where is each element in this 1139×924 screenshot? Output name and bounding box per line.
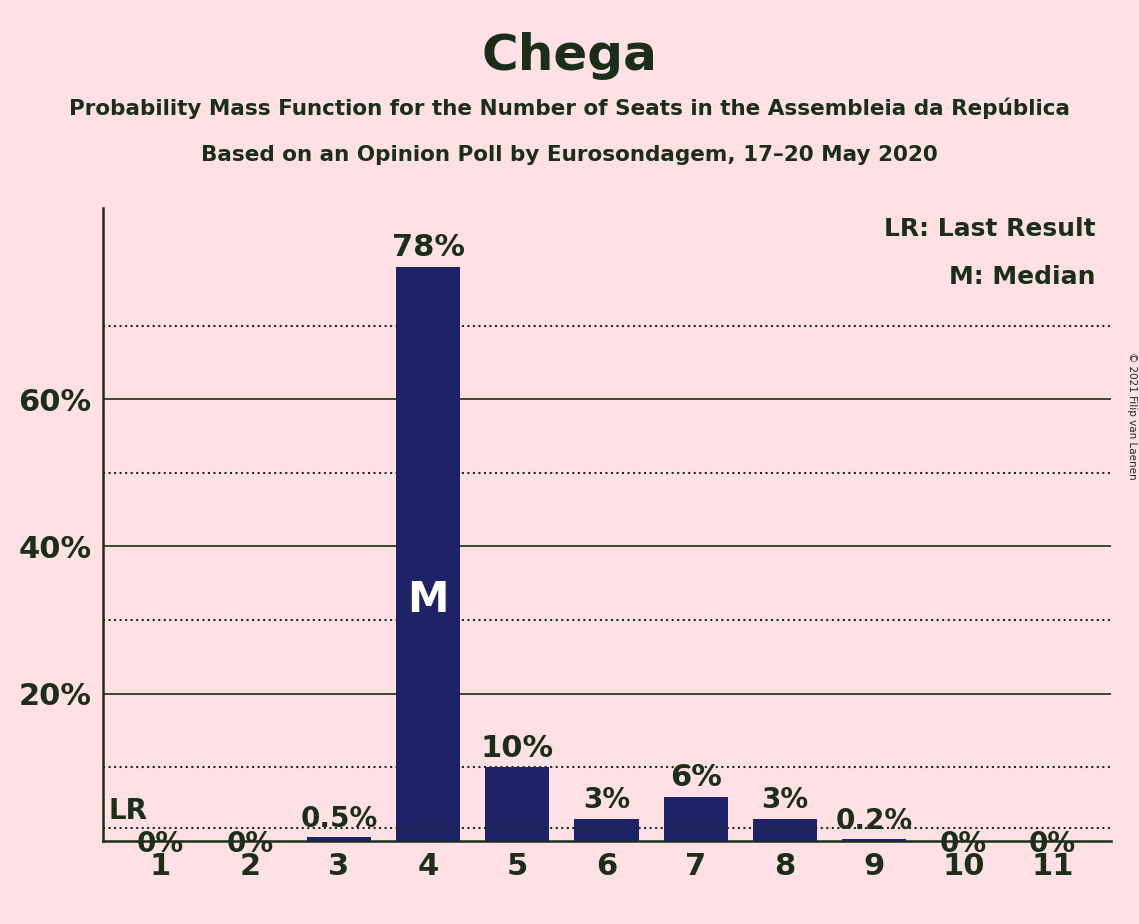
Text: LR: LR [108,796,148,824]
Text: Probability Mass Function for the Number of Seats in the Assembleia da República: Probability Mass Function for the Number… [69,97,1070,118]
Text: M: M [408,578,449,621]
Text: M: Median: M: Median [949,265,1096,289]
Text: 0.5%: 0.5% [301,805,377,833]
Text: 0%: 0% [137,830,185,857]
Bar [396,267,460,841]
Text: 10%: 10% [481,734,554,763]
Bar [842,839,907,841]
Text: 0%: 0% [940,830,986,857]
Text: 3%: 3% [761,786,809,814]
Text: 6%: 6% [670,763,722,792]
Bar [664,796,728,841]
Text: Chega: Chega [482,32,657,80]
Text: © 2021 Filip van Laenen: © 2021 Filip van Laenen [1126,352,1137,480]
Text: 0%: 0% [1029,830,1076,857]
Bar [574,819,639,841]
Text: 0%: 0% [227,830,273,857]
Bar [485,767,549,841]
Bar [753,819,817,841]
Text: 0.2%: 0.2% [836,807,912,835]
Text: 78%: 78% [392,234,465,262]
Bar [306,837,371,841]
Text: LR: Last Result: LR: Last Result [884,217,1096,241]
Text: 3%: 3% [583,786,630,814]
Text: Based on an Opinion Poll by Eurosondagem, 17–20 May 2020: Based on an Opinion Poll by Eurosondagem… [202,145,937,165]
